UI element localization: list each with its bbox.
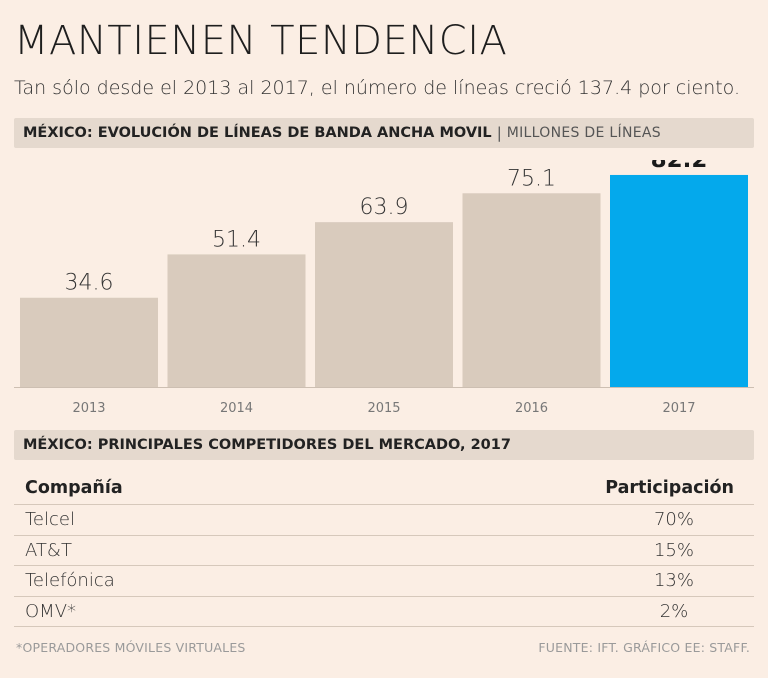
header-company: Compañía — [25, 478, 123, 498]
chart-unit: MILLONES DE LÍNEAS — [506, 125, 661, 141]
company-name: Telefónica — [25, 570, 115, 592]
data-label-2015: 63.9 — [360, 195, 409, 220]
table-row: OMV* 2% — [14, 597, 754, 627]
bar-2013 — [20, 297, 158, 387]
data-label-2014: 51.4 — [212, 227, 261, 252]
company-name: AT&T — [25, 539, 72, 561]
company-share: 15% — [653, 539, 694, 561]
x-tick-2016: 2016 — [515, 401, 548, 416]
chart-section-header: MÉXICO: EVOLUCIÓN DE LÍNEAS DE BANDA ANC… — [14, 118, 754, 148]
x-tick-2013: 2013 — [72, 401, 105, 416]
header-share: Participación — [605, 478, 734, 498]
table-row: AT&T 15% — [14, 536, 754, 566]
data-label-2017: 82.2 — [651, 160, 708, 173]
company-name: OMV* — [25, 600, 77, 622]
source-credit: FUENTE: IFT. GRÁFICO EE: STAFF. — [538, 640, 750, 655]
bar-2016 — [462, 193, 601, 387]
x-tick-2017: 2017 — [662, 401, 695, 416]
title-separator: | — [496, 124, 502, 142]
table-row: Telefónica 13% — [14, 566, 754, 597]
competitors-table: Compañía Participación Telcel 70% AT&T 1… — [14, 472, 754, 627]
x-tick-2014: 2014 — [220, 401, 253, 416]
footnote: *OPERADORES MÓVILES VIRTUALES — [16, 640, 246, 655]
table-section-header: MÉXICO: PRINCIPALES COMPETIDORES DEL MER… — [14, 430, 754, 460]
data-label-2013: 34.6 — [65, 271, 114, 296]
company-name: Telcel — [25, 509, 75, 531]
bar-2015 — [315, 222, 453, 387]
bar-2017 — [610, 174, 748, 387]
page-subtitle: Tan sólo desde el 2013 al 2017, el númer… — [14, 77, 741, 99]
bar-chart: 34.6 2013 51.4 2014 63.9 2015 75.1 2016 82.2 2017 — [14, 160, 754, 416]
company-share: 70% — [653, 509, 694, 531]
company-share: 13% — [653, 570, 694, 592]
chart-title: MÉXICO: EVOLUCIÓN DE LÍNEAS DE BANDA ANC… — [23, 125, 492, 141]
x-tick-2015: 2015 — [367, 401, 400, 416]
data-label-2016: 75.1 — [507, 166, 556, 191]
page-title: MANTIENEN TENDENCIA — [14, 18, 508, 64]
company-share: 2% — [659, 600, 689, 622]
table-row: Telcel 70% — [14, 505, 754, 536]
table-header-row: Compañía Participación — [14, 472, 754, 505]
bar-2014 — [167, 254, 306, 387]
table-title: MÉXICO: PRINCIPALES COMPETIDORES DEL MER… — [23, 437, 511, 453]
